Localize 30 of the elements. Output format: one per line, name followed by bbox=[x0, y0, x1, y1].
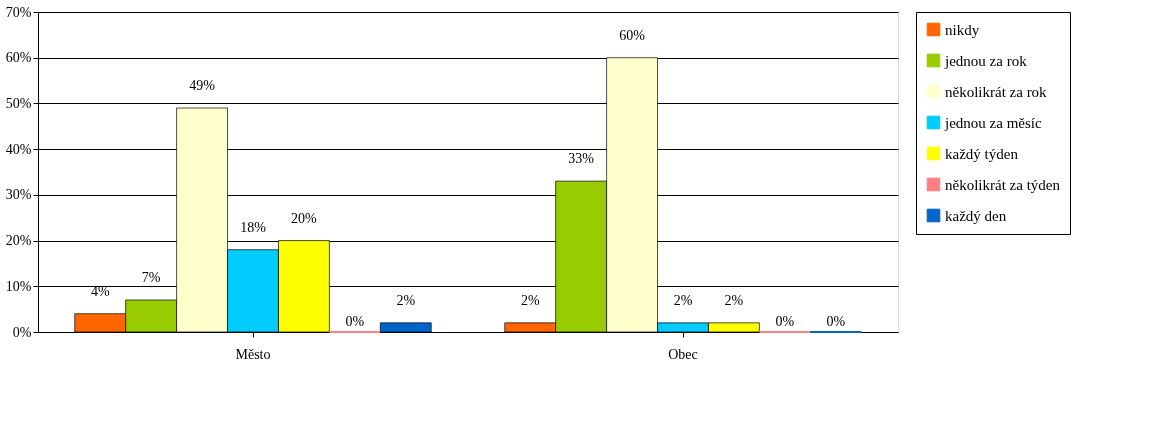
x-tick-label: Město bbox=[235, 346, 271, 362]
data-label: 49% bbox=[189, 78, 216, 93]
legend-label: několikrát za týden bbox=[945, 176, 1061, 193]
data-label: 2% bbox=[520, 292, 540, 308]
legend-label: nikdy bbox=[945, 21, 980, 38]
legend-label: několikrát za rok bbox=[945, 83, 1048, 100]
legend-label: každý den bbox=[945, 207, 1007, 224]
data-label: 0% bbox=[826, 314, 846, 329]
x-tick-label: Obec bbox=[668, 346, 698, 362]
legend-label: jednou za rok bbox=[944, 52, 1028, 69]
data-label: 0% bbox=[775, 314, 795, 329]
data-label: 33% bbox=[568, 151, 595, 167]
data-label: 18% bbox=[240, 219, 267, 235]
data-label: 7% bbox=[141, 270, 161, 285]
y-tick-label: 40% bbox=[5, 141, 32, 157]
data-label: 20% bbox=[291, 210, 318, 226]
y-tick-label: 30% bbox=[5, 187, 32, 203]
data-label: 2% bbox=[724, 292, 744, 308]
y-tick-label: 70% bbox=[5, 4, 32, 20]
y-tick-label: 0% bbox=[12, 324, 32, 340]
legend-label: každý týden bbox=[945, 145, 1019, 162]
data-label: 2% bbox=[396, 292, 416, 308]
y-tick-label: 20% bbox=[5, 233, 32, 249]
legend-label: jednou za měsíc bbox=[944, 114, 1042, 131]
y-tick-label: 10% bbox=[5, 278, 32, 294]
data-label: 0% bbox=[345, 314, 365, 329]
y-tick-label: 60% bbox=[5, 50, 32, 66]
data-label: 2% bbox=[673, 292, 693, 308]
y-tick-label: 50% bbox=[5, 95, 32, 111]
data-label: 60% bbox=[619, 27, 646, 43]
